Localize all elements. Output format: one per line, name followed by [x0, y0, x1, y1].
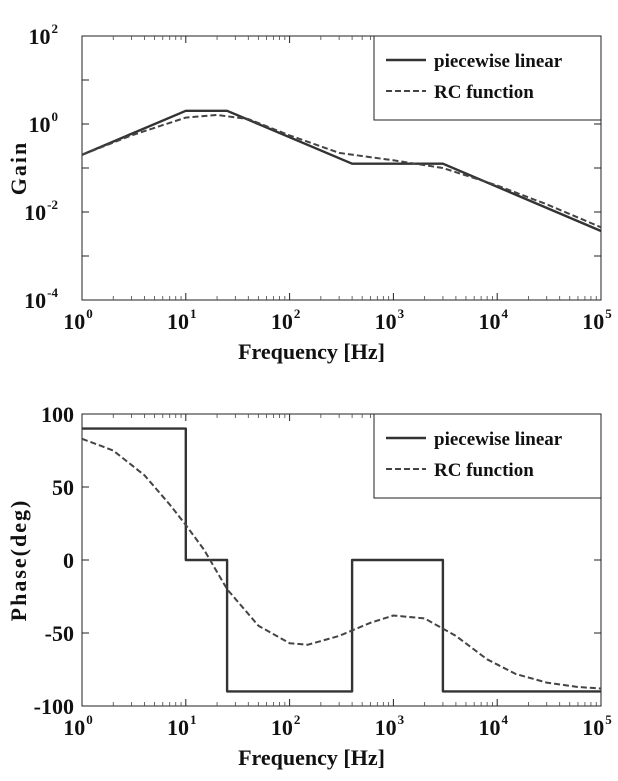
x-tick-label: 101	[167, 306, 197, 334]
x-axis-title: Frequency [Hz]	[238, 339, 385, 364]
y-tick-label: 100	[41, 402, 74, 427]
x-tick-label: 104	[478, 712, 508, 740]
x-tick-label: 100	[63, 306, 93, 334]
x-tick-label: 103	[375, 712, 405, 740]
series-line-piecewise-linear	[81, 109, 602, 233]
y-tick-label: 10-4	[24, 285, 58, 313]
legend-box	[373, 413, 602, 499]
y-axis-title: Gain	[6, 141, 31, 195]
x-tick-label: 102	[271, 712, 301, 740]
legend-box	[373, 35, 602, 121]
series-line-rc-function	[81, 114, 602, 229]
x-tick-label: 103	[375, 306, 405, 334]
x-tick-label: 102	[271, 306, 301, 334]
y-tick-label: 0	[63, 548, 74, 573]
y-tick-label: 50	[52, 475, 74, 500]
legend-label: piecewise linear	[434, 429, 563, 450]
series-line-piecewise-linear	[82, 427, 601, 693]
chart-panel-1: 100 101 102 103 104 105 102 100 10-2 10-4 Frequenc…	[6, 21, 612, 364]
legend-label: RC function	[434, 460, 534, 481]
x-axis-title: Frequency [Hz]	[238, 745, 385, 770]
x-tick-label: 104	[478, 306, 508, 334]
x-tick-label: 105	[582, 306, 612, 334]
y-tick-label: -100	[34, 694, 74, 719]
y-tick-label: 102	[29, 21, 59, 49]
x-tick-label: 100	[63, 712, 93, 740]
legend-label: RC function	[434, 82, 534, 103]
y-axis-title: Phase(deg)	[6, 499, 31, 622]
legend-label: piecewise linear	[434, 51, 563, 72]
x-tick-label: 101	[167, 712, 197, 740]
y-tick-label: 100	[29, 109, 59, 137]
x-tick-label: 105	[582, 712, 612, 740]
y-tick-label: 10-2	[24, 197, 58, 225]
y-tick-label: -50	[45, 621, 74, 646]
chart-panel-2: 100 101 102 103 104 105 100 50 0 -50 -100 Frequency…	[6, 402, 612, 770]
